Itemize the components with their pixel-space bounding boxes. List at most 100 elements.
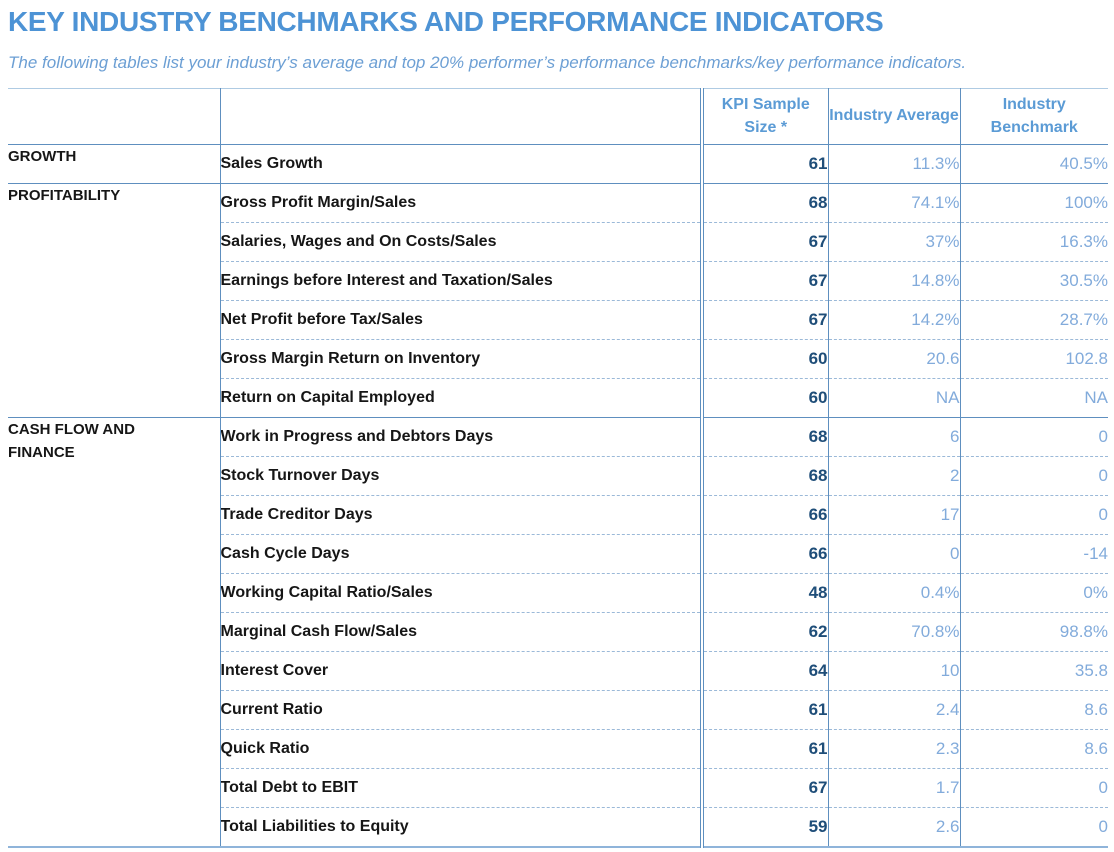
column-header-category [8, 88, 221, 145]
metric-name: Return on Capital Employed [220, 378, 702, 418]
kpi-sample-size-value: 48 [700, 573, 828, 613]
industry-average-value: 14.8% [827, 261, 960, 301]
table-row: Total Liabilities to Equity 59 2.6 0 [8, 807, 1108, 847]
industry-average-value: 14.2% [827, 300, 960, 340]
kpi-sample-size-value: 68 [700, 183, 828, 223]
category-label-profitability: PROFITABILITY [8, 183, 221, 418]
industry-benchmark-value: 35.8 [959, 651, 1108, 691]
kpi-sample-size-value: 61 [700, 144, 828, 184]
industry-average-value: 2.3 [827, 729, 960, 769]
column-header-industry-benchmark: Industry Benchmark [959, 88, 1108, 145]
kpi-sample-size-value: 61 [700, 729, 828, 769]
metric-name: Stock Turnover Days [220, 456, 702, 496]
industry-benchmark-value: 0 [959, 807, 1108, 847]
kpi-sample-size-value: 60 [700, 339, 828, 379]
page-subtitle: The following tables list your industry’… [8, 53, 967, 73]
column-header-industry-average: Industry Average [827, 88, 960, 145]
benchmark-table: KPI Sample Size * Industry Average Indus… [8, 88, 1108, 848]
metric-name: Sales Growth [220, 144, 702, 184]
industry-average-value: 0.4% [827, 573, 960, 613]
industry-average-value: 2.6 [827, 807, 960, 847]
industry-benchmark-value: 0 [959, 768, 1108, 808]
industry-average-value: 17 [827, 495, 960, 535]
kpi-sample-size-value: 64 [700, 651, 828, 691]
industry-average-value: 0 [827, 534, 960, 574]
kpi-sample-size-value: 60 [700, 378, 828, 418]
kpi-sample-size-value: 67 [700, 768, 828, 808]
metric-name: Working Capital Ratio/Sales [220, 573, 702, 613]
industry-average-value: 11.3% [827, 144, 960, 184]
table-row: Salaries, Wages and On Costs/Sales 67 37… [8, 222, 1108, 262]
metric-name: Quick Ratio [220, 729, 702, 769]
table-row: CASH FLOW AND FINANCE Work in Progress a… [8, 417, 1108, 847]
kpi-sample-size-value: 67 [700, 300, 828, 340]
industry-average-value: 37% [827, 222, 960, 262]
table-row: Interest Cover 64 10 35.8 [8, 651, 1108, 691]
table-row: Earnings before Interest and Taxation/Sa… [8, 261, 1108, 301]
kpi-sample-size-value: 68 [700, 417, 828, 457]
industry-average-value: 2 [827, 456, 960, 496]
industry-benchmark-value: 102.8 [959, 339, 1108, 379]
industry-benchmark-value: 30.5% [959, 261, 1108, 301]
column-header-kpi-sample-size: KPI Sample Size * [700, 88, 828, 145]
industry-benchmark-value: 100% [959, 183, 1108, 223]
metric-name: Gross Profit Margin/Sales [220, 183, 702, 223]
column-header-metric [220, 89, 702, 145]
metric-name: Current Ratio [220, 690, 702, 730]
table-row: Cash Cycle Days 66 0 -14 [8, 534, 1108, 574]
table-row: Marginal Cash Flow/Sales 62 70.8% 98.8% [8, 612, 1108, 652]
kpi-sample-size-value: 67 [700, 261, 828, 301]
industry-average-value: 1.7 [827, 768, 960, 808]
industry-benchmark-value: 0 [959, 495, 1108, 535]
industry-benchmark-value: 0 [959, 417, 1108, 457]
metric-name: Cash Cycle Days [220, 534, 702, 574]
table-row: Current Ratio 61 2.4 8.6 [8, 690, 1108, 730]
metric-name: Interest Cover [220, 651, 702, 691]
industry-average-value: 20.6 [827, 339, 960, 379]
industry-benchmark-value: 16.3% [959, 222, 1108, 262]
industry-average-value: 2.4 [827, 690, 960, 730]
table-row: Quick Ratio 61 2.3 8.6 [8, 729, 1108, 769]
metric-name: Marginal Cash Flow/Sales [220, 612, 702, 652]
industry-benchmark-value: NA [959, 378, 1108, 418]
kpi-sample-size-value: 68 [700, 456, 828, 496]
industry-benchmark-value: 0 [959, 456, 1108, 496]
table-row: Working Capital Ratio/Sales 48 0.4% 0% [8, 573, 1108, 613]
table-row: Gross Margin Return on Inventory 60 20.6… [8, 339, 1108, 379]
metric-name: Trade Creditor Days [220, 495, 702, 535]
metric-name: Gross Margin Return on Inventory [220, 339, 702, 379]
table-row: GROWTH Sales Growth 61 11.3% 40.5% [8, 144, 1108, 184]
table-row: Trade Creditor Days 66 17 0 [8, 495, 1108, 535]
category-label-growth: GROWTH [8, 144, 221, 184]
kpi-sample-size-value: 59 [700, 807, 828, 847]
kpi-sample-size-value: 66 [700, 495, 828, 535]
industry-benchmark-value: 28.7% [959, 300, 1108, 340]
table-row: Net Profit before Tax/Sales 67 14.2% 28.… [8, 300, 1108, 340]
kpi-sample-size-value: 66 [700, 534, 828, 574]
page-title: KEY INDUSTRY BENCHMARKS AND PERFORMANCE … [8, 6, 884, 37]
table-row: Stock Turnover Days 68 2 0 [8, 456, 1108, 496]
industry-average-value: 74.1% [827, 183, 960, 223]
industry-benchmark-value: 40.5% [959, 144, 1108, 184]
metric-name: Total Liabilities to Equity [220, 807, 702, 847]
metric-name: Earnings before Interest and Taxation/Sa… [220, 261, 702, 301]
industry-average-value: 10 [827, 651, 960, 691]
industry-benchmark-value: 0% [959, 573, 1108, 613]
metric-name: Net Profit before Tax/Sales [220, 300, 702, 340]
industry-average-value: NA [827, 378, 960, 418]
table-row: Total Debt to EBIT 67 1.7 0 [8, 768, 1108, 808]
metric-name: Salaries, Wages and On Costs/Sales [220, 222, 702, 262]
metric-name: Work in Progress and Debtors Days [220, 417, 702, 457]
table-header-row: KPI Sample Size * Industry Average Indus… [8, 88, 1108, 145]
industry-benchmark-value: 8.6 [959, 690, 1108, 730]
industry-benchmark-value: -14 [959, 534, 1108, 574]
industry-average-value: 6 [827, 417, 960, 457]
kpi-sample-size-value: 67 [700, 222, 828, 262]
industry-benchmark-value: 8.6 [959, 729, 1108, 769]
industry-benchmark-value: 98.8% [959, 612, 1108, 652]
table-row: PROFITABILITY Gross Profit Margin/Sales … [8, 183, 1108, 418]
industry-average-value: 70.8% [827, 612, 960, 652]
metric-name: Total Debt to EBIT [220, 768, 702, 808]
table-row: Return on Capital Employed 60 NA NA [8, 378, 1108, 418]
